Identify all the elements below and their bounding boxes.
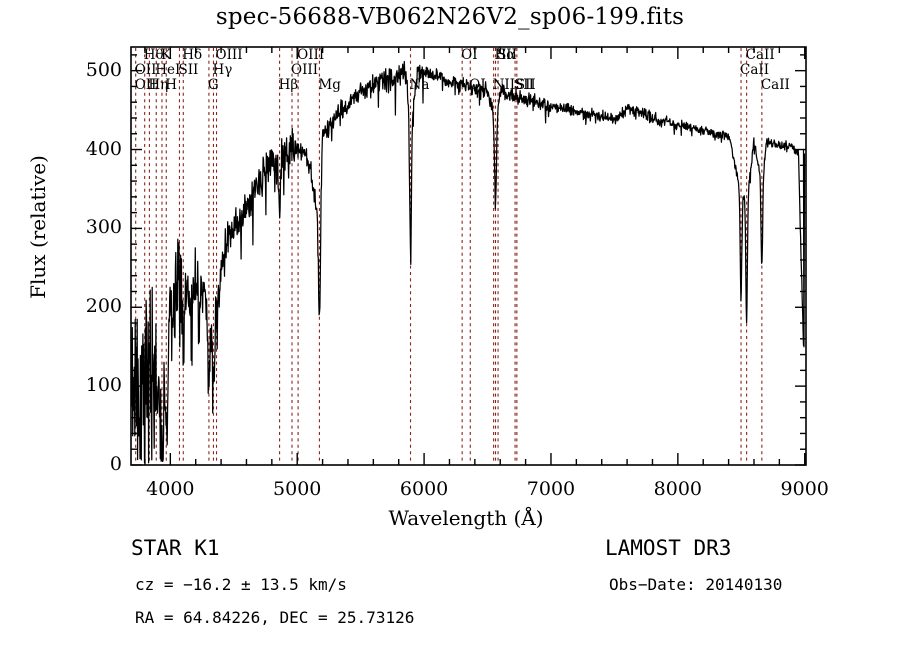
y-tick-label: 400 (85, 137, 122, 160)
spectral-line-label: SII (178, 62, 199, 78)
spectral-line-label: SII (497, 47, 517, 63)
y-tick-label: 0 (109, 453, 122, 475)
spectral-line-label: SII (515, 77, 536, 93)
y-axis-label: Flux (relative) (26, 155, 50, 299)
spectral-line-label: Hα (494, 47, 516, 63)
y-tick-label: 200 (85, 295, 122, 318)
spectral-line-label: HeI (155, 62, 181, 78)
x-tick-label: 7000 (526, 478, 576, 500)
spectral-line-label: OII (134, 77, 157, 93)
x-tick-label: 8000 (653, 478, 703, 500)
observation-date: Obs−Date: 20140130 (609, 575, 783, 594)
spectral-line-label: K (160, 47, 172, 63)
spectral-line-label: OI (461, 47, 478, 63)
spectral-line-label: Na (409, 77, 430, 93)
spectral-line-label: Hδ (182, 47, 203, 63)
spectral-line-label: OI (469, 77, 486, 93)
coordinates: RA = 64.84226, DEC = 25.73126 (135, 608, 415, 627)
survey-name: LAMOST DR3 (605, 536, 732, 560)
y-tick-label: 300 (85, 216, 122, 239)
y-tick-label: 500 (85, 58, 122, 81)
spectral-line-label: H (165, 77, 178, 93)
spectral-line-label: Hγ (212, 62, 233, 78)
spectral-line-label: OIII (291, 62, 319, 78)
spectral-line-label: SII (514, 77, 534, 93)
spectral-line-label: CaII (760, 77, 790, 93)
spectral-line-label: Hβ (278, 77, 299, 93)
spectral-line-label: CaII (740, 62, 770, 78)
page-title: spec-56688-VB062N26V2_sp06-199.fits (215, 4, 685, 30)
spectral-line-label: Mg (318, 77, 341, 93)
spectrum-chart: Flux (relative) Wavelength (Å) 0 100 200 30… (26, 46, 829, 530)
x-tick-label: 9000 (780, 478, 829, 500)
y-tick-label: 100 (85, 374, 122, 397)
spectral-line-label: Hθ (143, 47, 164, 63)
object-class: STAR K1 (131, 536, 220, 560)
spectral-line-label: OIII (215, 47, 243, 63)
x-tick-label: 4000 (146, 478, 195, 500)
metadata-footer: STAR K1 LAMOST DR3 cz = −16.2 ± 13.5 km/… (0, 528, 900, 649)
spectral-line-label: NII (492, 77, 516, 93)
spectral-line-label: CaII (745, 47, 775, 63)
chart-canvas (130, 46, 807, 466)
spectral-line-label: Hη (148, 77, 169, 93)
radial-velocity: cz = −16.2 ± 13.5 km/s (135, 575, 347, 594)
spectral-line-label: OII (134, 62, 157, 78)
spectral-line-label: G (207, 77, 219, 93)
x-tick-label: 5000 (273, 478, 322, 500)
x-tick-label: 6000 (399, 478, 449, 500)
x-axis-label: Wavelength (Å) (388, 506, 544, 530)
spectral-line-label: OIII (297, 47, 325, 63)
